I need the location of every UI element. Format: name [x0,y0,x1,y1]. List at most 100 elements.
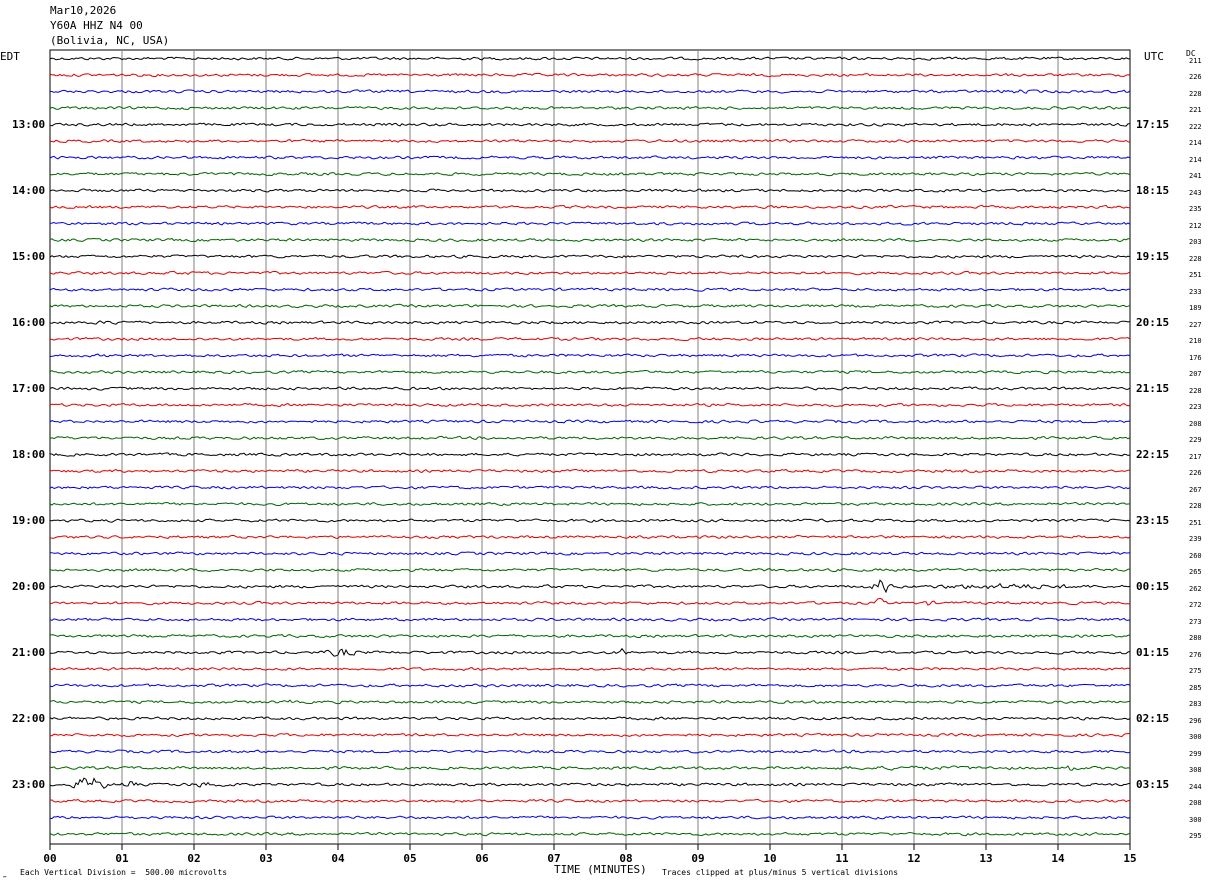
trace-row [49,270,1131,276]
left-hour-label: 14:00 [12,183,46,197]
dc-offset-value: 227 [1189,320,1202,329]
dc-offset-value: 296 [1189,716,1202,725]
dc-offset-value: 233 [1189,287,1202,296]
trace-row [49,237,1131,243]
trace-row [49,699,1131,705]
trace-row [49,122,1131,127]
dc-offset-value: 207 [1189,370,1202,378]
trace-row [49,683,1131,688]
left-hour-label: 15:00 [12,249,46,263]
right-hour-label: 22:15 [1136,447,1170,461]
x-tick-label: 01 [115,852,129,865]
dc-offset-value: 208 [1189,419,1202,428]
left-hour-label: 20:00 [12,579,46,593]
left-hour-label: 22:00 [12,711,46,725]
trace-row [49,666,1131,671]
trace-row [49,777,1131,789]
left-hour-label: 21:00 [12,645,46,659]
dc-offset-value: 223 [1189,403,1202,411]
trace-row [49,105,1131,111]
trace-row [49,254,1131,259]
dc-offset-value: 265 [1189,568,1202,576]
right-hour-label: 21:15 [1136,381,1170,395]
trace-row [49,303,1131,309]
dc-offset-value: 276 [1189,650,1202,659]
dc-offset-value: 239 [1189,535,1202,543]
x-axis-title: TIME (MINUTES) [554,863,647,876]
dc-offset-value: 262 [1189,584,1202,593]
dc-offset-value: 217 [1189,452,1202,461]
trace-row [49,336,1131,342]
clip-note: Traces clipped at plus/minus 5 vertical … [662,868,899,877]
x-tick-label: 08 [619,852,633,865]
dc-offset-value: 285 [1189,683,1202,692]
trace-row [50,138,1131,144]
trace-row [49,518,1131,523]
right-hour-label: 02:15 [1136,711,1170,725]
dc-offset-value: 228 [1189,89,1202,98]
trace-row [49,551,1131,556]
plot-frame [49,49,1131,845]
trace-row [49,171,1131,177]
trace-row [49,221,1131,226]
left-timezone-label: EDT [0,50,20,63]
x-tick-label: 14 [1051,852,1065,865]
dc-offset-value: 251 [1189,271,1202,279]
trace-row [49,402,1131,408]
left-hour-label: 17:00 [12,381,46,395]
dc-offset-value: 229 [1189,436,1202,444]
x-tick-label: 02 [187,852,201,865]
dc-header-label: DC [1186,49,1196,58]
dc-offset-value: 260 [1189,551,1202,560]
x-tick-label: 11 [835,852,849,865]
right-timezone-label: UTC [1144,50,1164,63]
right-hour-label: 19:15 [1136,249,1170,263]
trace-row [49,749,1131,754]
right-hour-label: 01:15 [1136,645,1170,659]
right-hour-label: 17:15 [1136,117,1170,131]
trace-row [49,485,1131,490]
right-hour-label: 18:15 [1136,183,1170,197]
trace-row [49,419,1131,424]
right-hour-label: 00:15 [1136,579,1170,593]
dc-offset-value: 222 [1189,122,1202,131]
x-tick-label: 07 [547,852,561,865]
left-hour-label: 18:00 [12,447,46,461]
dc-offset-value: 235 [1189,205,1202,213]
x-tick-label: 06 [475,852,489,865]
trace-row [49,579,1131,594]
trace-row [49,534,1131,539]
trace-row [49,353,1131,358]
trace-row [49,320,1131,325]
dc-offset-value: 243 [1189,188,1202,197]
dc-offset-value: 214 [1189,155,1202,164]
left-hour-label: 13:00 [12,117,46,131]
dc-offset-value: 203 [1189,238,1202,246]
dc-offset-value: 214 [1189,139,1202,147]
x-tick-label: 15 [1123,852,1137,865]
dc-offset-value: 295 [1189,832,1202,840]
dc-offset-value: 244 [1189,782,1202,791]
dc-offset-value: 228 [1189,254,1202,263]
dc-offset-value: 226 [1189,469,1202,477]
dc-offset-value: 189 [1189,304,1202,312]
trace-row [49,452,1131,457]
trace-row [49,647,1131,657]
corner-mark: ᠆ [3,873,7,882]
dc-offset-value: 210 [1189,337,1202,345]
dc-offset-value: 273 [1189,617,1202,626]
right-hour-label: 20:15 [1136,315,1170,329]
dc-offset-value: 212 [1189,221,1202,230]
trace-row [49,716,1131,721]
trace-row [49,435,1131,440]
dc-offset-value: 300 [1189,733,1202,741]
trace-row [49,155,1131,160]
right-hour-label: 23:15 [1136,513,1170,527]
trace-row [49,386,1131,391]
x-tick-label: 05 [403,852,417,865]
trace-row [49,204,1131,210]
header-location: (Bolivia, NC, USA) [50,34,170,47]
x-tick-label: 13 [979,852,993,865]
x-tick-label: 04 [331,852,345,865]
x-tick-label: 10 [763,852,777,865]
